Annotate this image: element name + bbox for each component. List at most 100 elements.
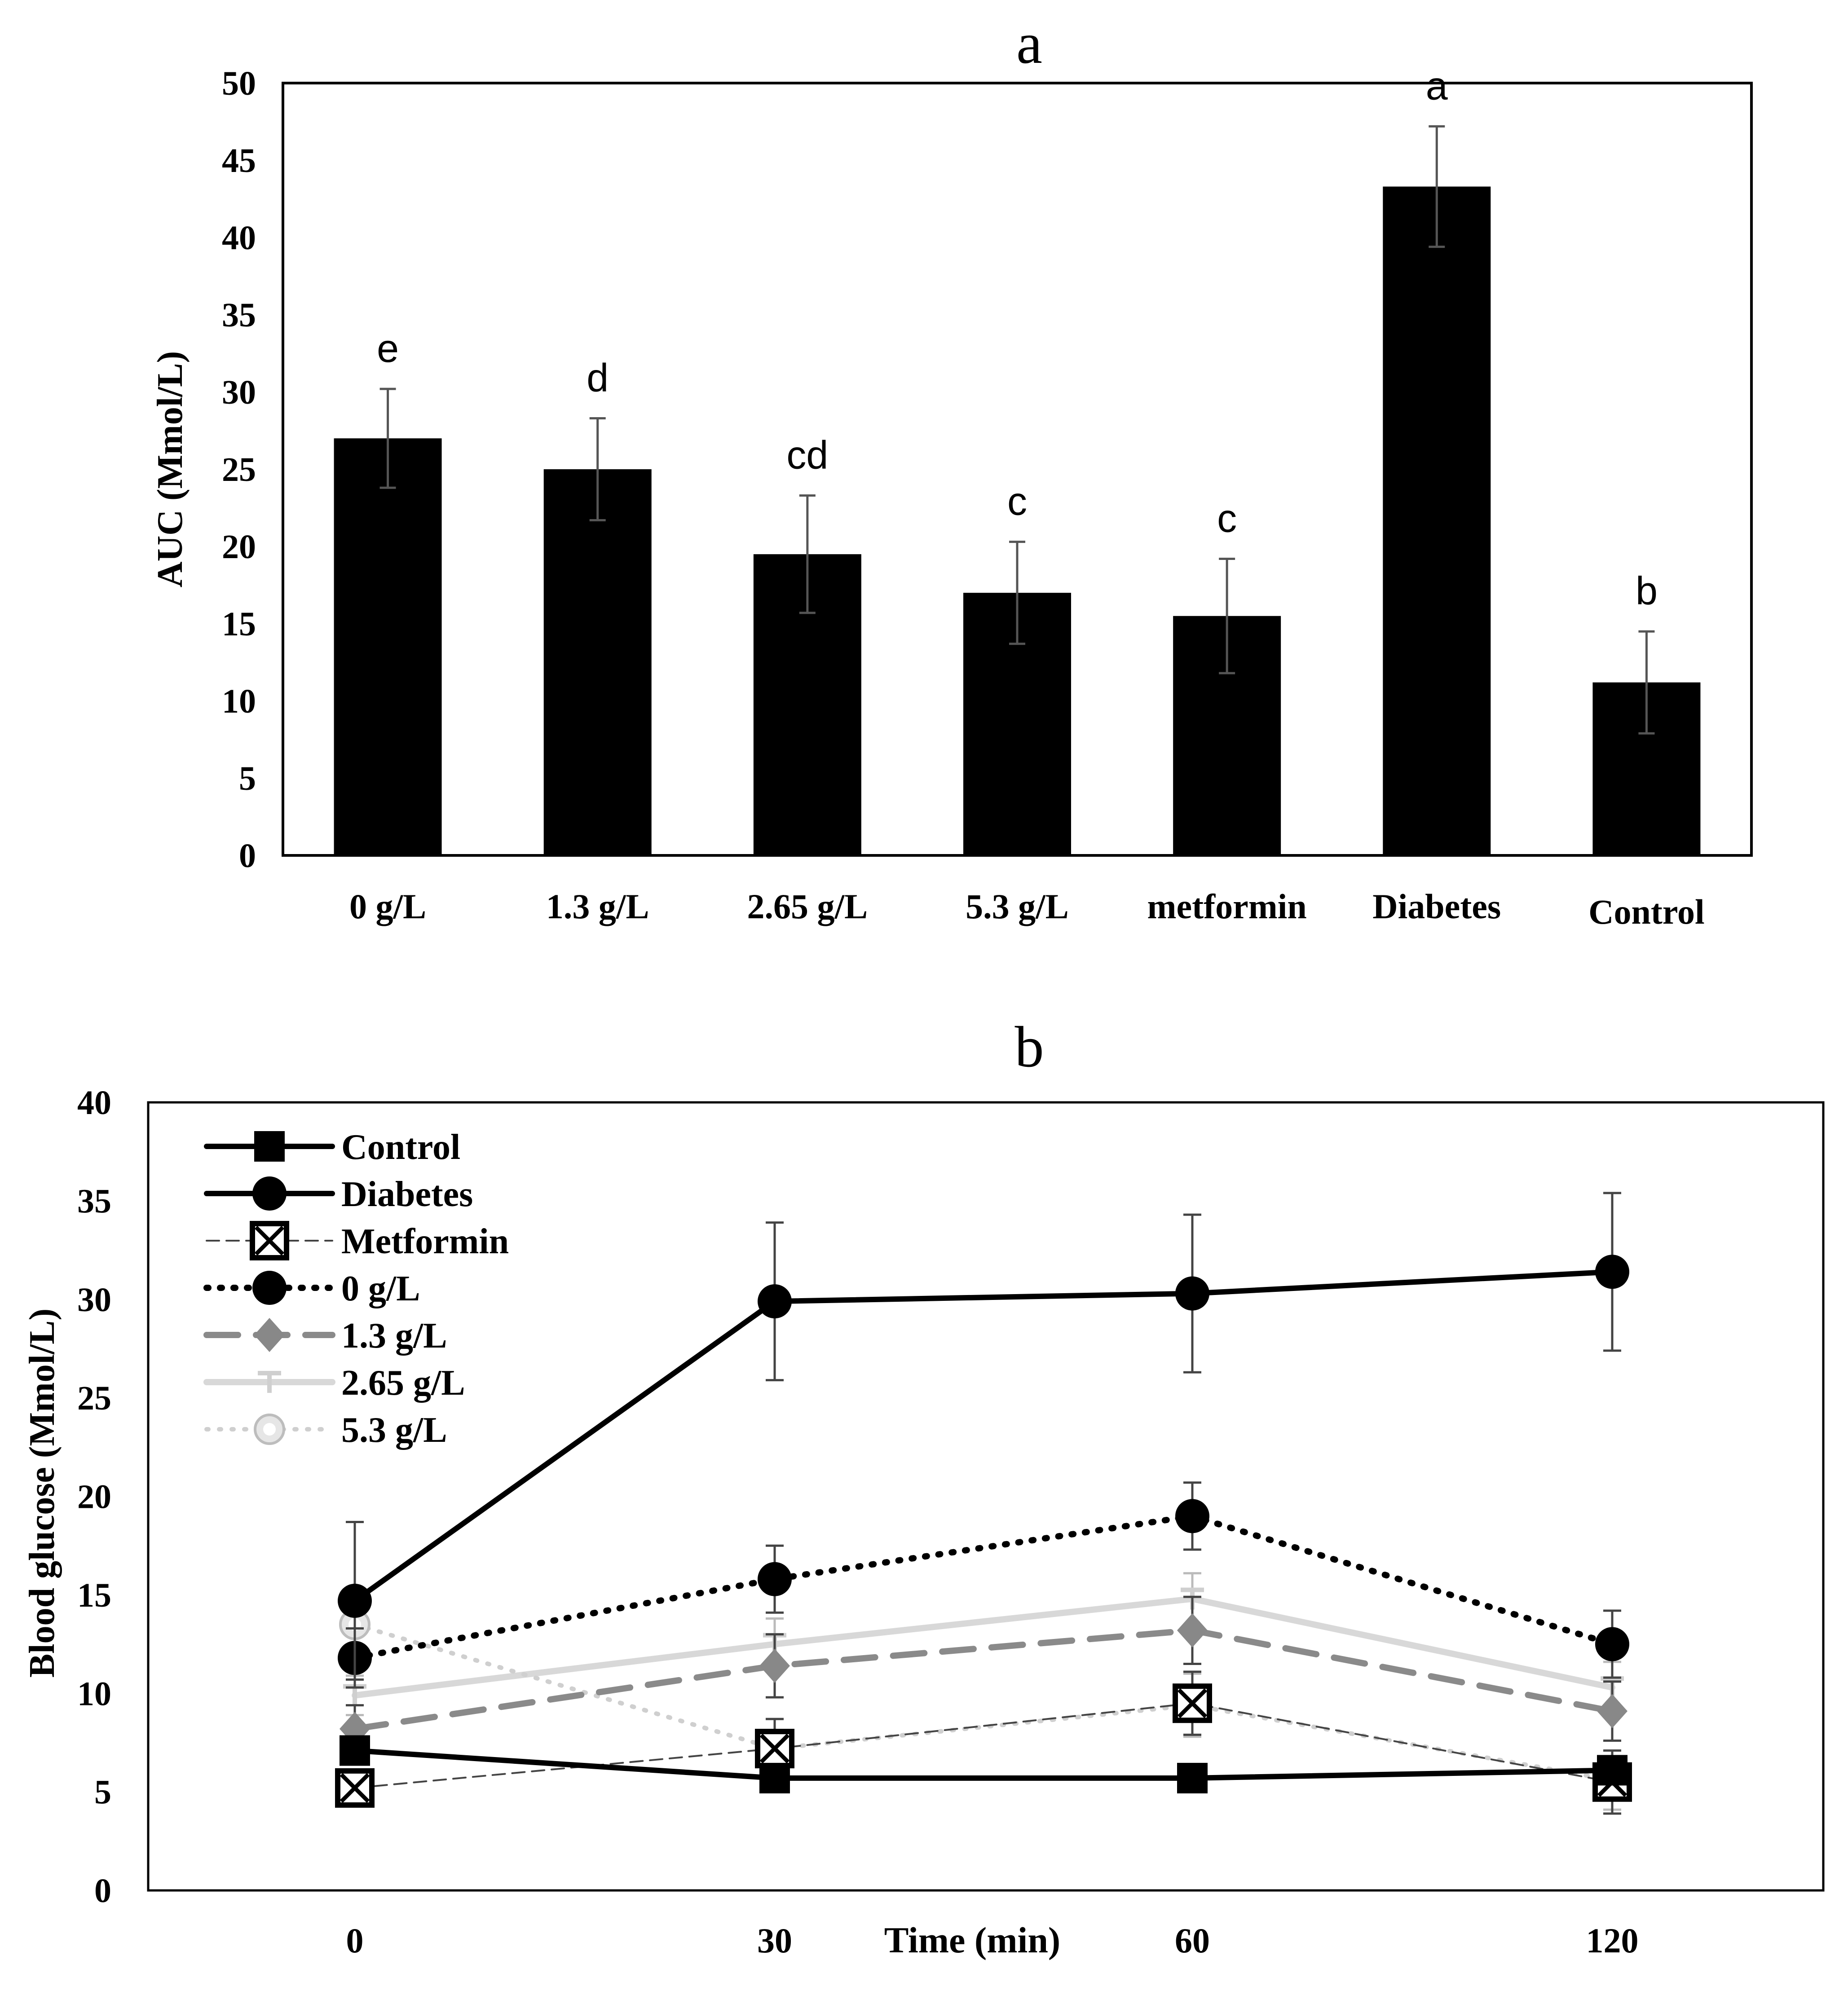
- panel-b-plot-frame: [147, 1101, 1825, 1892]
- data-point-1-3-g-l: [1177, 1613, 1208, 1647]
- series-metformin: [335, 1670, 1632, 1815]
- panel-b-x-tick-label: 0: [346, 1921, 364, 1960]
- marker-cross: [254, 1225, 285, 1256]
- series-control: [340, 1735, 1627, 1793]
- panel-b: b Blood glucose (Mmol/L) Time (min) 0 5 10…: [22, 1015, 1825, 1960]
- panel-b-legend: Control Diabetes Metformin 0 g/L 1.3 g/L 2.65…: [203, 1128, 509, 1450]
- data-point-0-g-l: [1595, 1627, 1629, 1661]
- marker-center: [263, 1423, 276, 1436]
- panel-a: a AUC (Mmol/L) 0 5 10 15 20 25 30 35 40 45 50 e d cd…: [150, 11, 1753, 931]
- series-2-65-g-l: [343, 1572, 1624, 1717]
- panel-a-y-tick-label: 15: [222, 605, 256, 643]
- panel-a-y-tick-label: 25: [222, 451, 256, 489]
- panel-a-y-tick-label: 35: [222, 296, 256, 334]
- legend-marker-2-65-g-l: [258, 1371, 281, 1393]
- panel-a-y-tick-label: 10: [222, 683, 256, 720]
- panel-a-bar: [1383, 186, 1491, 856]
- data-point-metformin: [335, 1768, 375, 1808]
- panel-a-y-axis-label: AUC (Mmol/L): [150, 351, 190, 588]
- panel-a-x-ticks: 0 g/L 1.3 g/L 2.65 g/L 5.3 g/L metformin Diab…: [349, 887, 1705, 931]
- legend-label-5-3-g-l: 5.3 g/L: [341, 1410, 447, 1450]
- data-point-1-3-g-l: [759, 1648, 790, 1683]
- panel-b-y-tick-label: 10: [77, 1675, 111, 1713]
- panel-a-significance-letter: c: [1217, 496, 1237, 541]
- legend-entry-5-3-g-l: 5.3 g/L: [204, 1410, 447, 1450]
- marker-cross: [340, 1773, 370, 1803]
- series-line-0-g-l: [352, 1513, 1615, 1661]
- data-point-diabetes: [758, 1284, 792, 1319]
- panel-a-y-tick-label: 20: [222, 528, 256, 566]
- data-point-control: [340, 1735, 370, 1766]
- data-point-diabetes: [1595, 1255, 1629, 1289]
- panel-a-significance-letter: a: [1426, 63, 1448, 108]
- legend-label-2-65-g-l: 2.65 g/L: [341, 1363, 465, 1403]
- legend-marker-5-3-g-l: [254, 1414, 285, 1445]
- panel-a-significance-letter: b: [1636, 568, 1658, 613]
- legend-entry-1-3-g-l: 1.3 g/L: [203, 1316, 447, 1356]
- marker-cross: [759, 1733, 790, 1764]
- panel-a-bar: [334, 438, 442, 855]
- data-point-0-g-l: [758, 1562, 792, 1596]
- marker-cross: [1177, 1688, 1208, 1718]
- panel-a-y-tick-label: 5: [239, 760, 256, 797]
- panel-a-x-tick-label: 5.3 g/L: [966, 887, 1069, 926]
- panel-a-y-tick-label: 50: [222, 65, 256, 102]
- panel-b-y-tick-label: 40: [77, 1084, 111, 1122]
- legend-entry-diabetes: Diabetes: [204, 1175, 473, 1214]
- legend-marker-1-3-g-l: [254, 1318, 285, 1352]
- panel-b-x-tick-label: 60: [1175, 1921, 1210, 1960]
- panel-b-y-tick-label: 35: [77, 1182, 111, 1220]
- legend-entry-0-g-l: 0 g/L: [203, 1269, 420, 1308]
- panel-b-y-tick-label: 5: [94, 1774, 111, 1811]
- panel-a-y-tick-label: 30: [222, 374, 256, 411]
- series-line-control: [352, 1748, 1615, 1781]
- legend-label-metformin: Metformin: [341, 1222, 509, 1261]
- panel-b-y-ticks: 0 5 10 15 20 25 30 35 40: [77, 1084, 111, 1910]
- series-0-g-l: [338, 1481, 1629, 1689]
- data-point-diabetes: [1175, 1276, 1209, 1311]
- panel-b-x-tick-label: 120: [1586, 1921, 1639, 1960]
- panel-b-x-tick-label: 30: [757, 1921, 792, 1960]
- legend-label-0-g-l: 0 g/L: [341, 1269, 420, 1308]
- panel-a-x-tick-label: Diabetes: [1372, 887, 1501, 926]
- series-1-3-g-l: [340, 1595, 1627, 1754]
- panel-a-significance-letter: c: [1007, 479, 1027, 524]
- legend-marker-control: [254, 1131, 285, 1162]
- data-point-metformin: [755, 1729, 794, 1769]
- panel-b-x-ticks: 0 30 60 120: [346, 1921, 1639, 1960]
- legend-marker-diabetes: [252, 1176, 287, 1211]
- legend-entry-metformin: Metformin: [206, 1221, 509, 1261]
- panel-b-x-axis-label: Time (min): [884, 1920, 1061, 1960]
- panel-b-y-tick-label: 20: [77, 1478, 111, 1516]
- panel-a-x-tick-label: 1.3 g/L: [546, 887, 649, 926]
- series-line-diabetes: [352, 1269, 1615, 1604]
- panel-a-x-tick-label: 2.65 g/L: [747, 887, 868, 926]
- panel-a-y-tick-label: 40: [222, 219, 256, 257]
- series-line-metformin: [354, 1702, 1613, 1789]
- panel-b-y-axis-label: Blood glucose (Mmol/L): [22, 1308, 62, 1678]
- panel-a-x-tick-label: 0 g/L: [349, 887, 426, 926]
- panel-b-series: [335, 1192, 1632, 1815]
- data-point-control: [1597, 1755, 1627, 1786]
- panel-b-y-tick-label: 25: [77, 1379, 111, 1417]
- panel-b-label: b: [1015, 1015, 1044, 1079]
- panel-a-y-tick-label: 45: [222, 142, 256, 180]
- legend-label-control: Control: [341, 1128, 460, 1167]
- data-point-0-g-l: [1175, 1499, 1209, 1533]
- panel-a-significance-letter: cd: [786, 432, 828, 477]
- panel-a-label: a: [1016, 11, 1042, 76]
- data-point-diabetes: [338, 1584, 372, 1618]
- legend-label-1-3-g-l: 1.3 g/L: [341, 1316, 447, 1356]
- data-point-control: [759, 1762, 790, 1793]
- series-line-1-3-g-l: [352, 1627, 1615, 1732]
- panel-a-x-tick-label: metformin: [1147, 887, 1307, 926]
- panel-a-significance-letter: e: [377, 326, 399, 370]
- panel-a-bars: e d cd c c a b: [334, 63, 1701, 856]
- data-point-control: [1177, 1762, 1208, 1793]
- series-line-2-65-g-l: [352, 1595, 1615, 1699]
- series-diabetes: [338, 1192, 1629, 1681]
- panel-b-y-tick-label: 30: [77, 1281, 111, 1319]
- data-point-1-3-g-l: [1597, 1694, 1627, 1728]
- panel-a-significance-letter: d: [587, 355, 609, 400]
